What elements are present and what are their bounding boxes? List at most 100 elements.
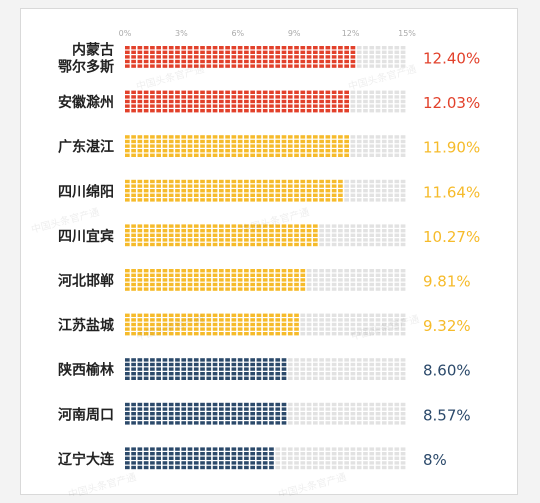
bar-cell-empty [319,327,324,331]
bar-cell-filled [275,224,281,228]
bar-cell-empty [369,269,375,273]
category-label: 四川宜宾 [58,228,114,245]
bar-cell-filled [150,402,155,407]
bar-cell-empty [350,189,356,193]
bar-cell-filled [338,104,343,108]
bar-cell-empty [350,461,356,465]
bar-cell-empty [394,50,400,54]
bar-cell-filled [325,189,331,193]
bar-cell-filled [162,95,168,99]
bar-cell-filled [175,242,180,247]
bar-cell-filled [162,179,168,184]
bar-cell-filled [206,184,212,188]
bar-cell-filled [193,109,199,113]
bar-cell-empty [369,149,375,153]
bar-cell-filled [206,456,212,460]
bar-cell-filled [275,372,281,376]
bar-cell-filled [262,233,268,237]
bar-cell-empty [287,452,293,456]
bar-cell-filled [150,376,155,380]
bar-cell-filled [287,242,293,247]
bar-cell-filled [206,287,212,291]
bar-cell-filled [206,153,212,157]
bar-cell-filled [225,95,230,99]
bar-cell-empty [350,327,356,331]
bar-cell-empty [394,109,400,113]
bar-cell-filled [294,273,299,277]
bar-cell-empty [350,318,356,322]
bar-cell-filled [200,322,205,327]
bar-cell-filled [250,139,255,144]
bar-cell-empty [400,452,406,456]
bar-cell-filled [306,99,312,104]
bar-cell-filled [344,149,349,153]
bar-cell-filled [193,412,199,416]
bar-cell-filled [269,238,274,242]
bar-cell-filled [306,193,312,197]
bar-cell-filled [275,407,281,411]
bar-cell-filled [156,282,161,287]
bar-cell-filled [175,229,180,233]
bar-cell-empty [369,46,375,50]
bar-cell-filled [256,407,262,411]
bar-cell-filled [137,358,143,362]
bar-cell-filled [231,229,237,233]
bar-cell-empty [375,144,381,148]
bar-cell-filled [187,189,193,193]
bar-cell-filled [131,135,136,139]
bar-cell-filled [219,193,224,197]
bar-cell-filled [200,50,205,54]
bar-cell-filled [256,189,262,193]
bar-cell-filled [143,278,149,282]
bar-cell-empty [363,229,368,233]
bar-cell-filled [206,313,212,317]
bar-cell-filled [187,242,193,247]
bar-cell-filled [262,376,268,380]
bar-cell-filled [162,189,168,193]
bar-cell-filled [131,229,136,233]
bar-cell-filled [156,189,161,193]
bar-cell-filled [269,282,274,287]
bar-cell-filled [206,416,212,420]
bar-cell-empty [338,367,343,371]
bar-cell-filled [162,327,168,331]
bar-cell-empty [287,416,293,420]
bar-cell-filled [338,90,343,94]
bar-cell-empty [300,332,306,336]
bar-cell-filled [150,238,155,242]
bar-cell-filled [125,412,130,416]
bar-cell-filled [137,367,143,371]
bar-cell-filled [256,461,262,465]
bar-cell-filled [137,179,143,184]
bar-cell-filled [281,358,287,362]
bar-cell-filled [281,322,287,327]
bar-cell-filled [281,59,287,64]
bar-cell-filled [143,55,149,59]
bar-cell-empty [400,55,406,59]
bar-cell-filled [219,461,224,465]
bar-cell-filled [319,139,324,144]
bar-cell-filled [137,238,143,242]
bar-cell-filled [331,149,337,153]
bar-cell-filled [156,372,161,376]
bar-cell-empty [356,198,362,202]
bar-cell-filled [338,139,343,144]
bar-cell-filled [168,367,174,371]
bar-cell-filled [150,456,155,460]
bar-cell-empty [319,376,324,380]
bar-cell-empty [363,367,368,371]
bar-cell-empty [369,465,375,470]
bar-cell-filled [168,456,174,460]
bar-cell-filled [275,412,281,416]
bar-cell-filled [162,149,168,153]
bar-cell-filled [219,198,224,202]
bar-cell-empty [381,46,387,50]
bar-cell-empty [375,273,381,277]
bar-cell-filled [256,95,262,99]
bar-cell-filled [294,50,299,54]
bar-cell-filled [193,184,199,188]
bar-cell-filled [300,184,306,188]
bar-cell-filled [269,278,274,282]
bar-cell-filled [225,59,230,64]
bar-cell-empty [394,461,400,465]
